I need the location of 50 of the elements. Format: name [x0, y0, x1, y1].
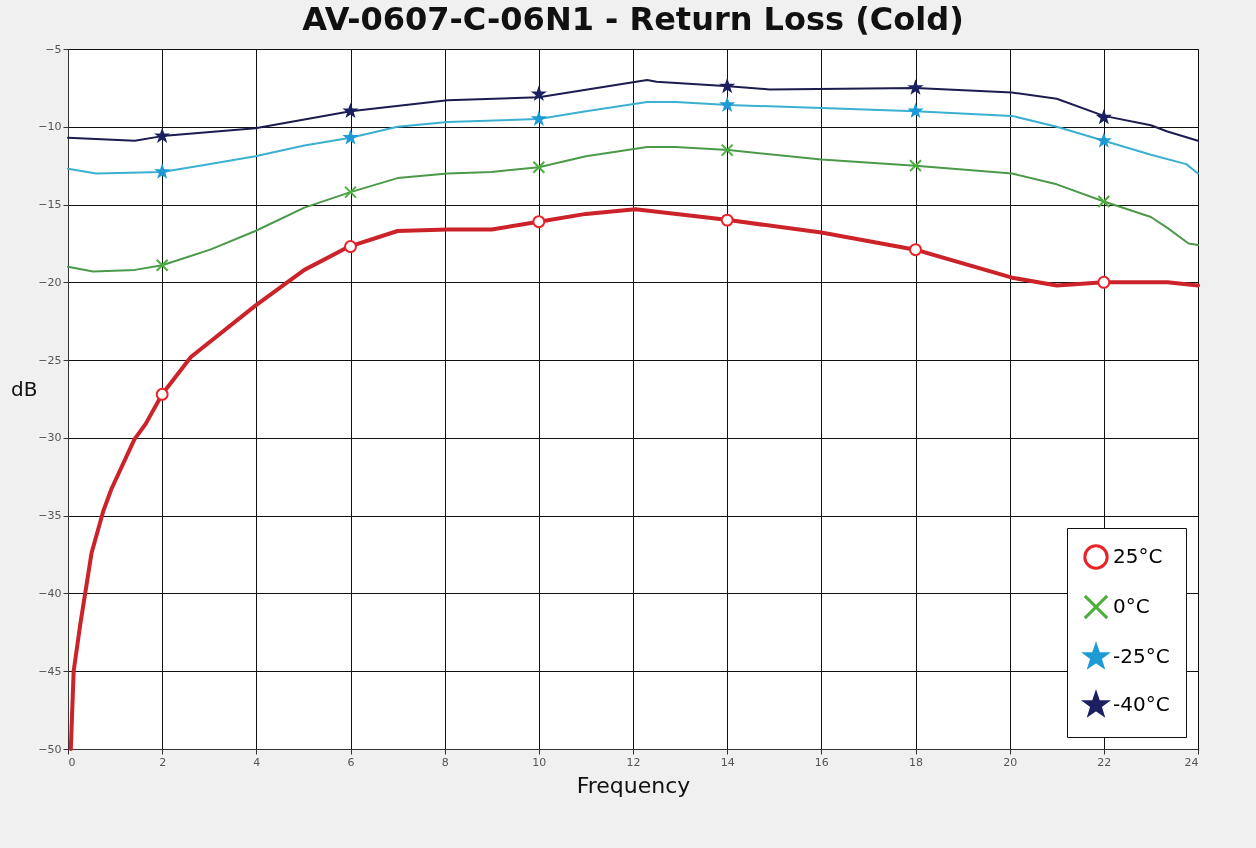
point: [909, 243, 922, 257]
point: [1097, 194, 1111, 208]
point: [532, 215, 546, 229]
y-axis-title: dB: [11, 376, 38, 401]
point: [532, 160, 546, 174]
x-tick-label: 4: [253, 755, 261, 769]
point: [344, 185, 357, 199]
point: [1095, 109, 1112, 125]
legend-label: -25°C: [1113, 644, 1170, 668]
x-tick-label: 2: [159, 755, 167, 769]
line-series: [67, 146, 1199, 273]
point: [720, 213, 734, 227]
y-tick-label: −35: [38, 509, 62, 523]
legend-label: -40°C: [1113, 692, 1170, 716]
x-tick-label: 18: [909, 755, 923, 769]
point: [344, 240, 357, 254]
x-tick-label: 24: [1184, 755, 1199, 769]
legend-label: 25°C: [1113, 544, 1163, 568]
point: [720, 79, 734, 92]
line-series: [67, 79, 1199, 142]
x-tick-label: 8: [441, 755, 449, 769]
point: [154, 127, 170, 143]
point: [155, 387, 169, 401]
x-tick-label: 20: [1003, 755, 1018, 769]
point: [1097, 275, 1111, 289]
point: [720, 143, 734, 157]
y-tick-label: −30: [38, 431, 62, 445]
y-tick-label: −40: [38, 586, 62, 600]
point: [909, 159, 922, 173]
x-tick-label: 10: [532, 755, 547, 769]
point: [531, 85, 547, 101]
point: [155, 258, 169, 272]
x-tick-label: 16: [814, 755, 829, 769]
point: [1097, 134, 1111, 147]
y-tick-label: −5: [45, 42, 62, 56]
y-tick-label: −25: [38, 353, 62, 367]
x-tick-label: 6: [347, 755, 355, 769]
y-tick-label: −45: [38, 664, 62, 678]
x-tick-label: 0: [68, 755, 76, 769]
x-tick-label: 22: [1097, 755, 1112, 769]
x-tick-label: 14: [720, 755, 735, 769]
y-tick-label: −50: [38, 742, 62, 756]
chart-title: AV-0607-C-06N1 - Return Loss (Cold): [302, 0, 964, 38]
y-tick-label: −10: [38, 120, 62, 134]
x-axis-title: Frequency: [576, 772, 691, 798]
x-tick-label: 12: [626, 755, 641, 769]
y-tick-label: −15: [38, 198, 62, 212]
legend-label: 0°C: [1113, 594, 1150, 618]
y-tick-label: −20: [38, 275, 62, 289]
point: [155, 165, 169, 178]
